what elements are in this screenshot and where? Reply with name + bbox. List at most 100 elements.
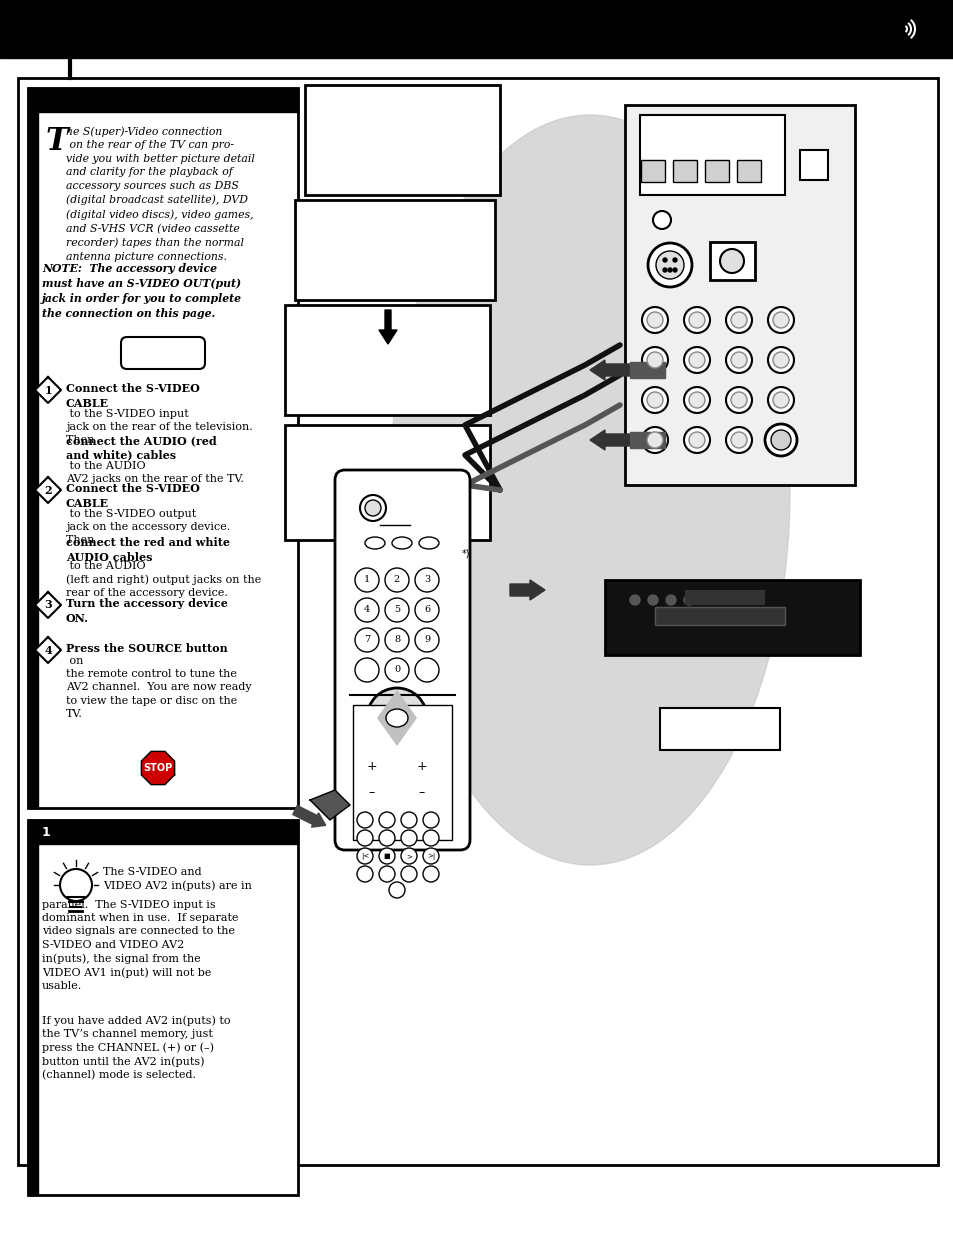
Text: 8: 8 xyxy=(394,636,399,645)
Ellipse shape xyxy=(392,537,412,550)
Circle shape xyxy=(356,811,373,827)
Text: 4: 4 xyxy=(44,645,51,656)
Circle shape xyxy=(422,848,438,864)
Text: connect the AUDIO (red
and white) cables: connect the AUDIO (red and white) cables xyxy=(66,435,216,461)
Circle shape xyxy=(641,347,667,373)
Bar xyxy=(655,606,784,625)
Polygon shape xyxy=(888,1198,902,1214)
Circle shape xyxy=(422,830,438,846)
Ellipse shape xyxy=(386,709,408,727)
Circle shape xyxy=(662,258,666,262)
Polygon shape xyxy=(35,377,61,403)
Circle shape xyxy=(359,495,386,521)
Text: *): *) xyxy=(461,550,470,559)
Circle shape xyxy=(646,312,662,329)
Bar xyxy=(800,149,827,180)
Circle shape xyxy=(725,387,751,412)
Circle shape xyxy=(355,658,378,682)
Polygon shape xyxy=(310,790,350,820)
Circle shape xyxy=(410,781,434,805)
Circle shape xyxy=(652,211,670,228)
Circle shape xyxy=(367,688,427,748)
Text: parallel.  The S-VIDEO input is
dominant when in use.  If separate
video signals: parallel. The S-VIDEO input is dominant … xyxy=(42,900,238,990)
Bar xyxy=(604,580,859,655)
Bar xyxy=(353,705,452,840)
Circle shape xyxy=(688,352,704,368)
Text: The S-VIDEO and
VIDEO AV2 in(puts) are in: The S-VIDEO and VIDEO AV2 in(puts) are i… xyxy=(103,867,252,890)
Circle shape xyxy=(641,427,667,453)
Circle shape xyxy=(656,251,683,279)
Ellipse shape xyxy=(390,115,789,864)
Circle shape xyxy=(725,308,751,333)
Circle shape xyxy=(662,268,666,272)
Circle shape xyxy=(389,882,405,898)
Circle shape xyxy=(683,347,709,373)
Circle shape xyxy=(725,427,751,453)
Circle shape xyxy=(355,568,378,592)
Bar xyxy=(285,425,490,540)
Text: 9: 9 xyxy=(423,636,430,645)
Text: T: T xyxy=(46,126,69,157)
Circle shape xyxy=(378,866,395,882)
Circle shape xyxy=(767,308,793,333)
Polygon shape xyxy=(35,637,61,663)
Polygon shape xyxy=(141,751,174,784)
Text: +: + xyxy=(366,761,377,773)
Text: Turn the accessory device
ON.: Turn the accessory device ON. xyxy=(66,598,228,624)
Bar xyxy=(629,432,664,448)
Text: 3: 3 xyxy=(44,599,51,610)
Polygon shape xyxy=(35,592,61,618)
Bar xyxy=(28,88,38,808)
Circle shape xyxy=(385,598,409,622)
Bar xyxy=(684,590,764,605)
Circle shape xyxy=(683,308,709,333)
FancyArrow shape xyxy=(589,430,629,450)
Text: 0: 0 xyxy=(394,666,399,674)
Bar xyxy=(704,161,728,182)
Circle shape xyxy=(730,312,746,329)
Bar xyxy=(639,115,784,195)
Text: –: – xyxy=(369,787,375,799)
Circle shape xyxy=(400,866,416,882)
Text: Press the SOURCE button: Press the SOURCE button xyxy=(66,643,228,655)
Circle shape xyxy=(772,352,788,368)
Circle shape xyxy=(730,432,746,448)
Circle shape xyxy=(665,595,676,605)
FancyArrow shape xyxy=(378,310,396,345)
Circle shape xyxy=(415,629,438,652)
Text: –: – xyxy=(418,787,425,799)
Bar xyxy=(624,105,854,485)
Text: STOP: STOP xyxy=(143,763,172,773)
Circle shape xyxy=(415,598,438,622)
Bar xyxy=(709,242,754,280)
Circle shape xyxy=(355,598,378,622)
Bar xyxy=(672,161,697,182)
Circle shape xyxy=(772,312,788,329)
Circle shape xyxy=(672,258,677,262)
Circle shape xyxy=(400,811,416,827)
Circle shape xyxy=(646,391,662,408)
Text: |<: |< xyxy=(360,852,369,860)
Circle shape xyxy=(672,268,677,272)
Circle shape xyxy=(646,432,662,448)
Text: 3: 3 xyxy=(423,576,430,584)
Circle shape xyxy=(60,869,91,902)
Bar xyxy=(28,820,297,1195)
Circle shape xyxy=(356,866,373,882)
Text: 4: 4 xyxy=(363,605,370,615)
Text: connect the red and white
AUDIO cables: connect the red and white AUDIO cables xyxy=(66,537,230,563)
Circle shape xyxy=(422,866,438,882)
FancyBboxPatch shape xyxy=(121,337,205,369)
Circle shape xyxy=(730,391,746,408)
Bar xyxy=(28,88,297,112)
Bar xyxy=(659,708,780,750)
Circle shape xyxy=(767,387,793,412)
Circle shape xyxy=(688,391,704,408)
Circle shape xyxy=(641,387,667,412)
Bar xyxy=(640,161,664,182)
Circle shape xyxy=(378,811,395,827)
Text: 5: 5 xyxy=(394,605,399,615)
Circle shape xyxy=(422,811,438,827)
Text: on
the remote control to tune the
AV2 channel.  You are now ready
to view the ta: on the remote control to tune the AV2 ch… xyxy=(66,656,252,719)
Bar xyxy=(18,78,937,1165)
